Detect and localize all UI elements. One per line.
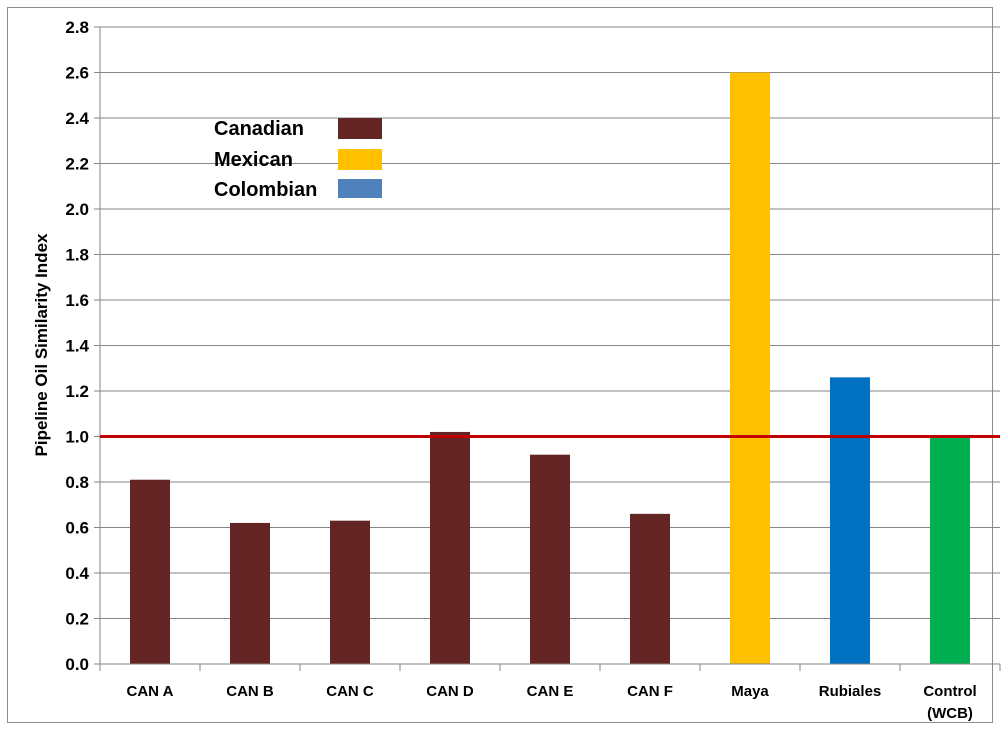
y-tick-label: 0.2 [65,610,89,629]
y-tick-label: 1.8 [65,246,89,265]
y-tick-label: 0.6 [65,519,89,538]
x-tick-label: CAN F [627,683,673,700]
y-tick-label: 1.4 [65,337,89,356]
legend-label: Mexican [214,149,293,171]
y-tick-label: 1.6 [65,291,89,310]
x-tick-label: CAN A [127,683,174,700]
bar [130,479,170,664]
legend-swatch [338,118,382,139]
bar [530,454,570,664]
y-tick-label: 0.0 [65,655,89,674]
x-tick-label: Maya [731,683,769,700]
x-tick-label: CAN C [326,683,374,700]
x-tick-label: CAN D [426,683,474,700]
y-axis-label: Pipeline Oil Similarity Index [32,233,51,457]
legend-swatch [338,149,382,170]
chart-frame [7,7,993,723]
x-tick-label: CAN E [527,683,574,700]
y-tick-label: 2.4 [65,109,89,128]
y-tick-label: 2.2 [65,155,89,174]
bar [430,431,470,664]
legend-label: Canadian [214,118,304,140]
y-tick-label: 2.6 [65,64,89,83]
x-tick-label: Control [923,683,976,700]
bar [730,72,770,664]
y-tick-label: 2.0 [65,200,89,219]
x-tick-label: CAN B [226,683,274,700]
legend: Canadian Mexican Colombian [214,118,382,201]
bar [230,522,270,664]
bar [330,520,370,664]
bar [630,513,670,664]
y-tick-label: 1.2 [65,382,89,401]
x-tick-label: (WCB) [927,705,973,722]
y-tick-labels: 0.0 0.2 0.4 0.6 0.8 1.0 1.2 1.4 1.6 1.8 2.0 2.2 2.4 2… [65,18,89,674]
bars [130,72,970,664]
bar [930,436,970,664]
legend-swatch [338,179,382,198]
y-tick-label: 0.4 [65,564,89,583]
axes [94,26,1001,671]
legend-label: Colombian [214,179,317,201]
x-tick-labels: CAN A CAN B CAN C CAN D CAN E CAN F Maya Rubial… [127,683,977,722]
x-tick-label: Rubiales [819,683,882,700]
y-tick-label: 2.8 [65,18,89,37]
y-tick-label: 0.8 [65,473,89,492]
bar [830,377,870,664]
y-tick-label: 1.0 [65,428,89,447]
